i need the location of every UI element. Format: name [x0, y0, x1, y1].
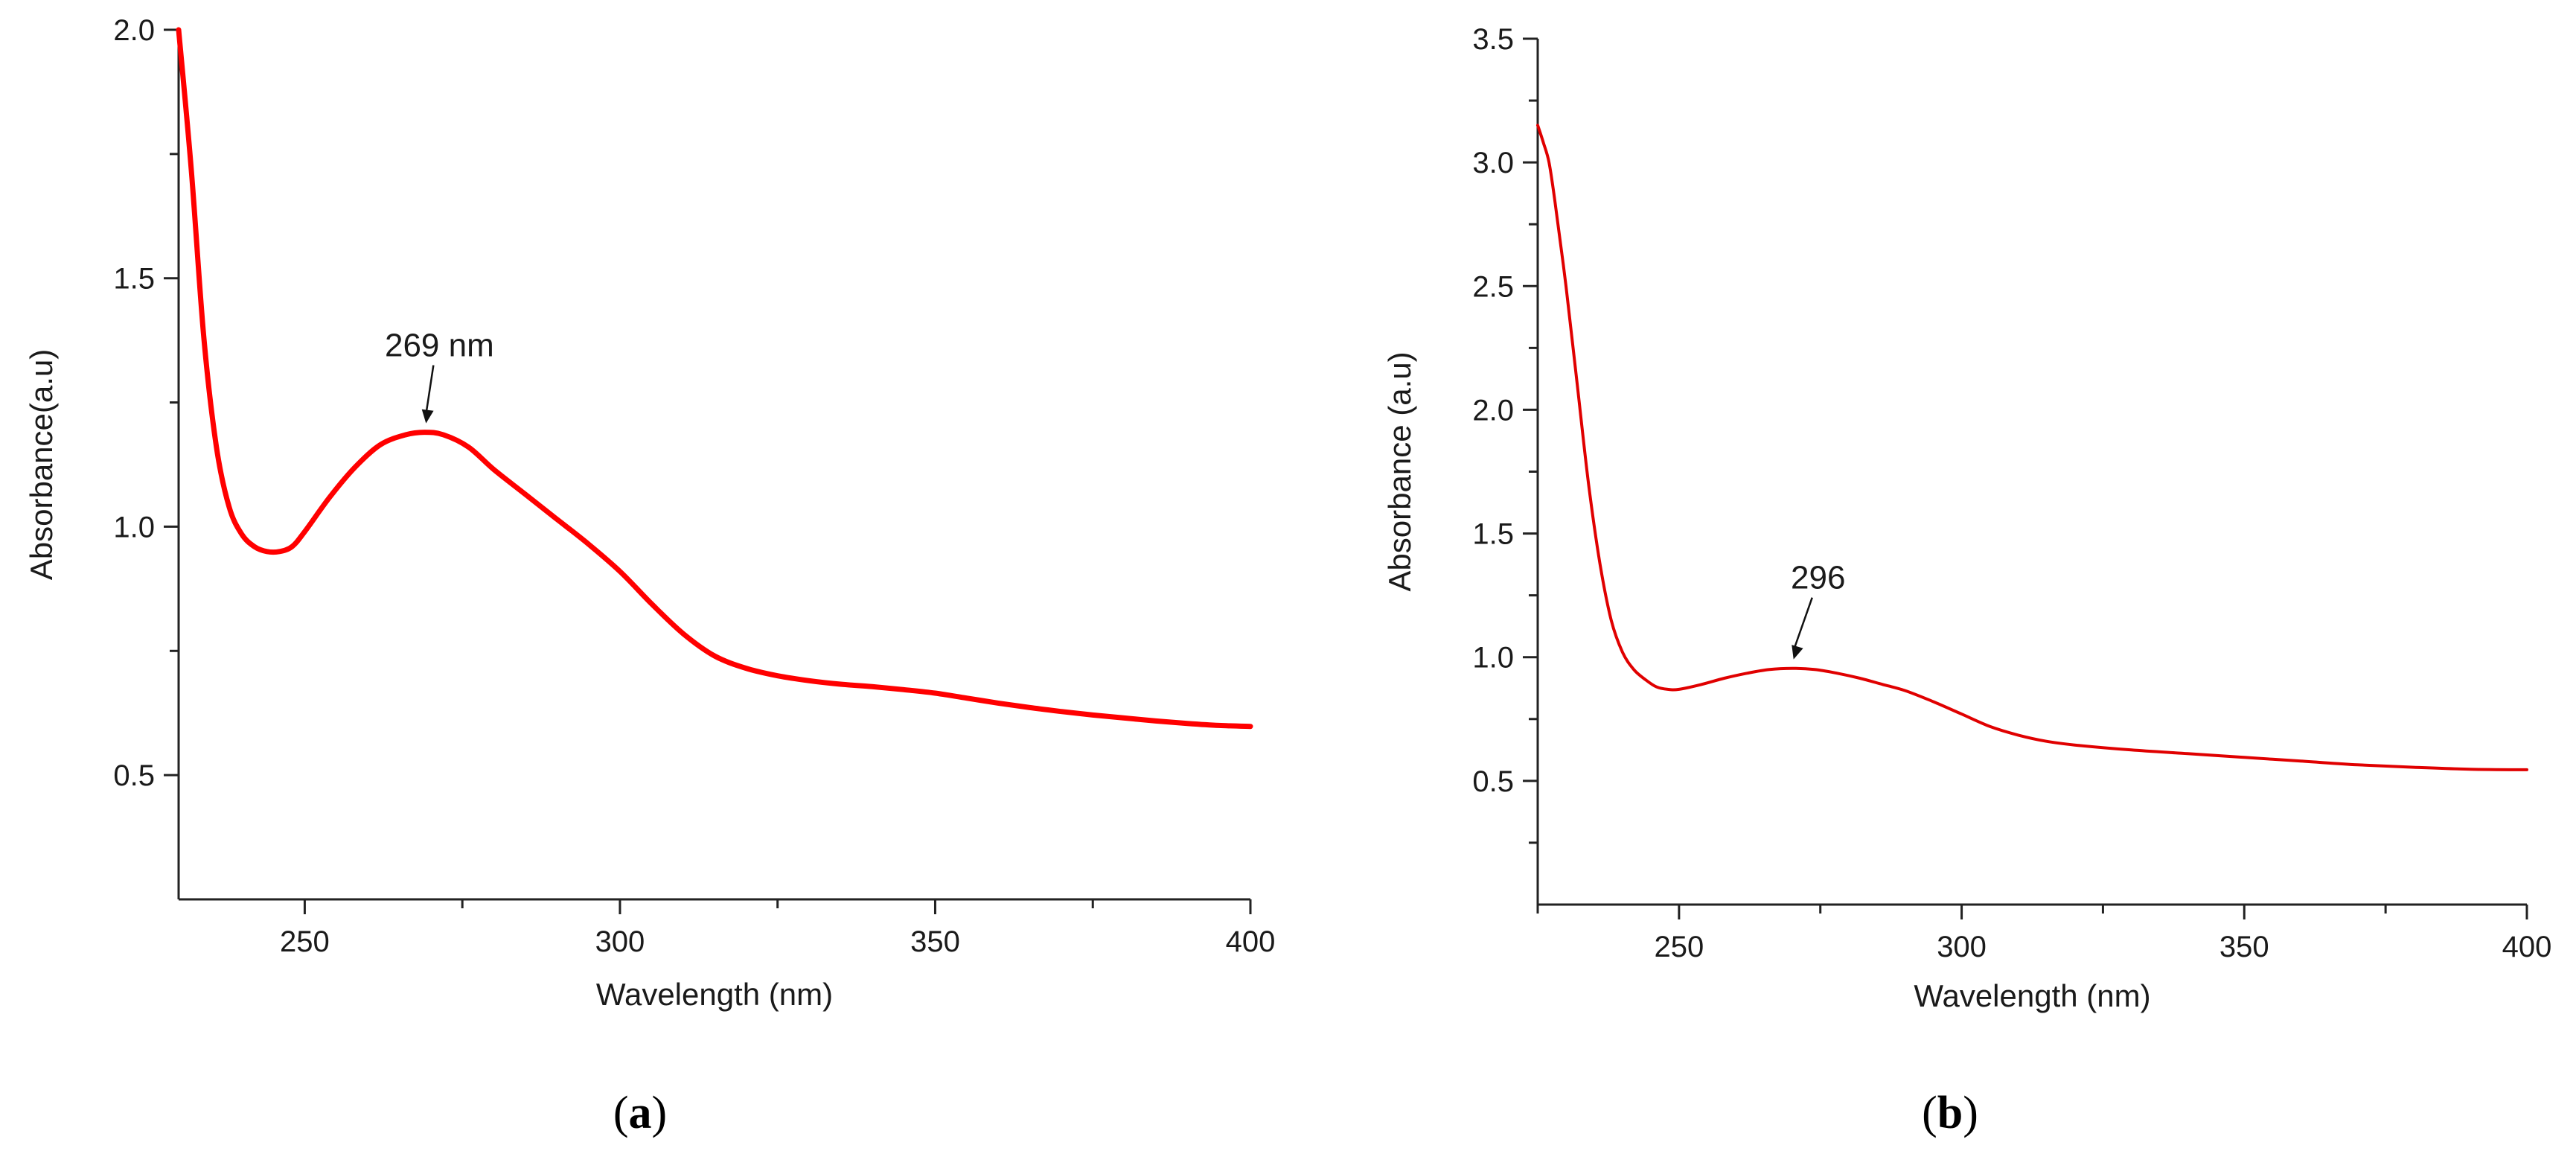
chart-a-x-tick-label: 300	[595, 925, 645, 958]
chart-b-y-tick-label: 0.5	[1472, 765, 1514, 798]
chart-b-y-tick-label: 1.5	[1472, 518, 1514, 551]
chart-a-y-tick-label: 2.0	[113, 14, 155, 47]
chart-b-x-tick-label: 400	[2502, 931, 2552, 963]
chart-b-y-axis-title: Absorbance (a.u)	[1382, 351, 1417, 591]
chart-b-panel-label: (b)	[1922, 1088, 1978, 1138]
chart-a-x-tick-label: 250	[280, 925, 330, 958]
chart-b-y-tick-label: 3.0	[1472, 147, 1514, 179]
chart-b-series-line	[1536, 124, 2528, 771]
chart-a-y-axis-title: Absorbance(a.u)	[24, 349, 59, 581]
chart-a-x-tick-label: 400	[1226, 925, 1276, 958]
chart-b-peak-label: 296	[1791, 560, 1845, 596]
chart-a-y-tick-label: 0.5	[113, 759, 155, 792]
panel-b-chart: 250 300 350 400 0.5 1.0 1.5 2.0 2.5 3.0 3.5 Wavelen…	[1382, 23, 2551, 1138]
chart-a-peak-label: 269 nm	[385, 328, 494, 364]
chart-a-x-axis-title: Wavelength (nm)	[596, 977, 833, 1012]
chart-b-x-tick-label: 300	[1937, 931, 1987, 963]
chart-b-y-tick-label: 3.5	[1472, 23, 1514, 56]
chart-a-peak-arrow	[425, 365, 435, 415]
chart-b-y-tick-label: 2.0	[1472, 394, 1514, 427]
chart-b-y-tick-label: 1.0	[1472, 642, 1514, 675]
chart-a-y-tick-label: 1.5	[113, 263, 155, 296]
panel-a-chart: 250 300 350 400 0.5 1.0 1.5 2.0 Wavelength (nm) A…	[24, 14, 1275, 1138]
chart-a-y-tick-label: 1.0	[113, 511, 155, 543]
chart-a-series-line	[176, 27, 1253, 730]
chart-a-x-tick-label: 350	[910, 925, 960, 958]
chart-b-peak-arrow	[1792, 597, 1813, 651]
chart-b-y-tick-label: 2.5	[1472, 270, 1514, 303]
chart-b-peak-arrowhead	[1792, 645, 1803, 660]
chart-b-x-axis-title: Wavelength (nm)	[1914, 978, 2150, 1013]
chart-b-x-tick-label: 250	[1654, 931, 1704, 963]
chart-a-panel-label: (a)	[613, 1088, 667, 1138]
chart-b-x-tick-label: 350	[2219, 931, 2269, 963]
chart-a-peak-arrowhead	[421, 409, 434, 424]
